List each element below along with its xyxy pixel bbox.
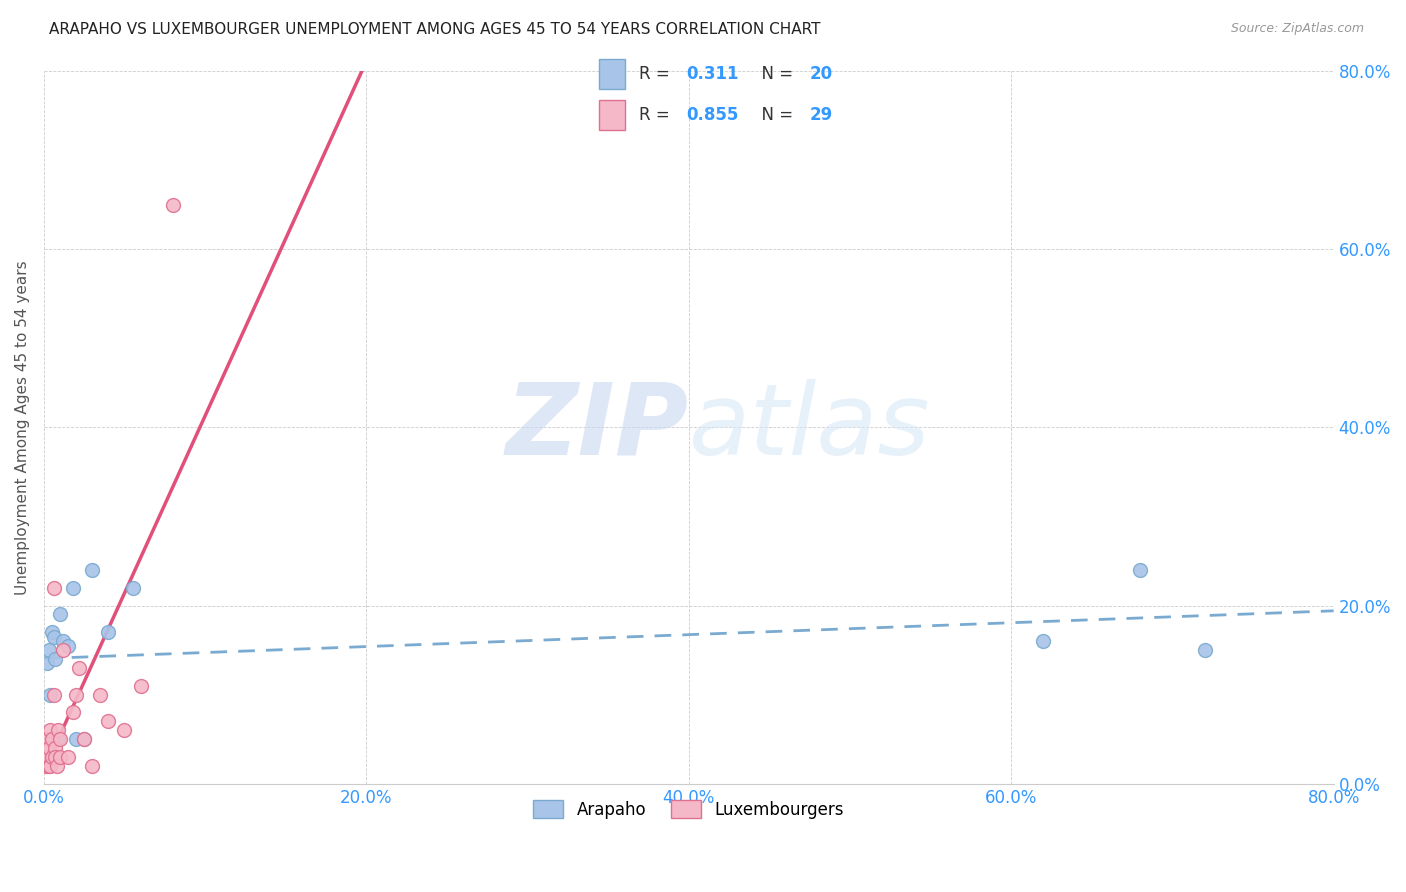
Point	[1194, 643, 1216, 657]
Point	[82, 759, 104, 773]
Point	[73, 732, 96, 747]
Point	[39, 723, 62, 738]
Point	[62, 706, 84, 720]
Point	[97, 714, 120, 729]
Text: 20: 20	[810, 65, 832, 83]
Point	[1032, 634, 1054, 648]
Point	[44, 652, 66, 666]
Text: ZIP: ZIP	[506, 379, 689, 476]
Point	[65, 688, 87, 702]
Point	[41, 732, 63, 747]
Text: atlas: atlas	[689, 379, 931, 476]
Text: 0.855: 0.855	[686, 106, 740, 124]
Point	[162, 197, 184, 211]
Point	[42, 630, 65, 644]
Point	[65, 732, 87, 747]
Point	[42, 581, 65, 595]
Text: 29: 29	[810, 106, 832, 124]
Point	[41, 625, 63, 640]
Point	[56, 639, 79, 653]
Text: N =: N =	[751, 106, 799, 124]
Point	[45, 759, 67, 773]
Point	[121, 581, 143, 595]
Point	[37, 657, 59, 671]
Point	[89, 688, 111, 702]
Y-axis label: Unemployment Among Ages 45 to 54 years: Unemployment Among Ages 45 to 54 years	[15, 260, 30, 595]
Legend: Arapaho, Luxembourgers: Arapaho, Luxembourgers	[527, 794, 851, 825]
Point	[34, 759, 56, 773]
Text: Source: ZipAtlas.com: Source: ZipAtlas.com	[1230, 22, 1364, 36]
Point	[52, 634, 75, 648]
Point	[67, 661, 90, 675]
Text: R =: R =	[638, 65, 675, 83]
Point	[39, 759, 62, 773]
Point	[97, 625, 120, 640]
Text: 0.311: 0.311	[686, 65, 740, 83]
Point	[38, 741, 60, 756]
Point	[44, 741, 66, 756]
Point	[39, 688, 62, 702]
Point	[114, 723, 136, 738]
Point	[82, 563, 104, 577]
Point	[49, 732, 72, 747]
Point	[49, 750, 72, 764]
Point	[73, 732, 96, 747]
Point	[49, 607, 72, 622]
Point	[56, 750, 79, 764]
Point	[37, 750, 59, 764]
Text: ARAPAHO VS LUXEMBOURGER UNEMPLOYMENT AMONG AGES 45 TO 54 YEARS CORRELATION CHART: ARAPAHO VS LUXEMBOURGER UNEMPLOYMENT AMO…	[49, 22, 821, 37]
Point	[52, 643, 75, 657]
Point	[62, 581, 84, 595]
Point	[38, 759, 60, 773]
Bar	[599, 60, 626, 89]
Bar	[599, 100, 626, 130]
Point	[48, 732, 70, 747]
Point	[48, 723, 70, 738]
Point	[129, 679, 152, 693]
Point	[44, 750, 66, 764]
Text: R =: R =	[638, 106, 675, 124]
Point	[41, 750, 63, 764]
Point	[45, 732, 67, 747]
Point	[38, 643, 60, 657]
Text: N =: N =	[751, 65, 799, 83]
Point	[42, 688, 65, 702]
Point	[37, 732, 59, 747]
Point	[1129, 563, 1152, 577]
